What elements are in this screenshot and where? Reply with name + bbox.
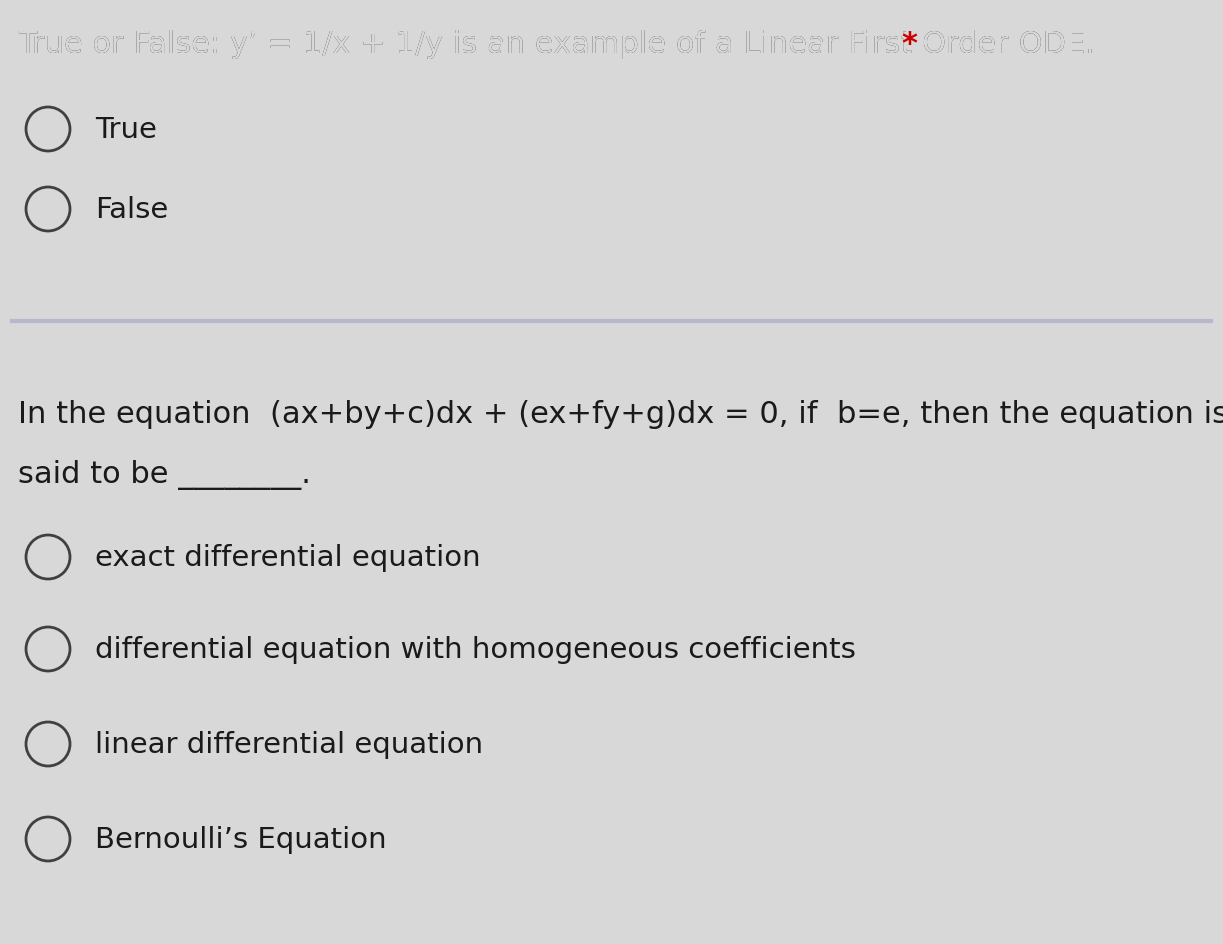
Text: exact differential equation: exact differential equation: [95, 544, 481, 571]
Text: True or False: y’ = 1/x + 1/y is an example of a Linear First Order ODE.: True or False: y’ = 1/x + 1/y is an exam…: [18, 30, 1104, 59]
Text: linear differential equation: linear differential equation: [95, 731, 483, 758]
Text: In the equation  (ax+by+c)dx + (ex+fy+g)dx = 0, if  b=e, then the equation is: In the equation (ax+by+c)dx + (ex+fy+g)d…: [18, 399, 1223, 429]
Text: differential equation with homogeneous coefficients: differential equation with homogeneous c…: [95, 635, 856, 664]
Text: Bernoulli’s Equation: Bernoulli’s Equation: [95, 825, 386, 853]
Text: *: *: [901, 30, 917, 59]
Text: said to be ________.: said to be ________.: [18, 460, 311, 490]
Text: True or False: y’ = 1/x + 1/y is an example of a Linear First Order ODE. *: True or False: y’ = 1/x + 1/y is an exam…: [18, 30, 1120, 59]
Text: True: True: [95, 116, 157, 143]
Text: False: False: [95, 195, 169, 224]
